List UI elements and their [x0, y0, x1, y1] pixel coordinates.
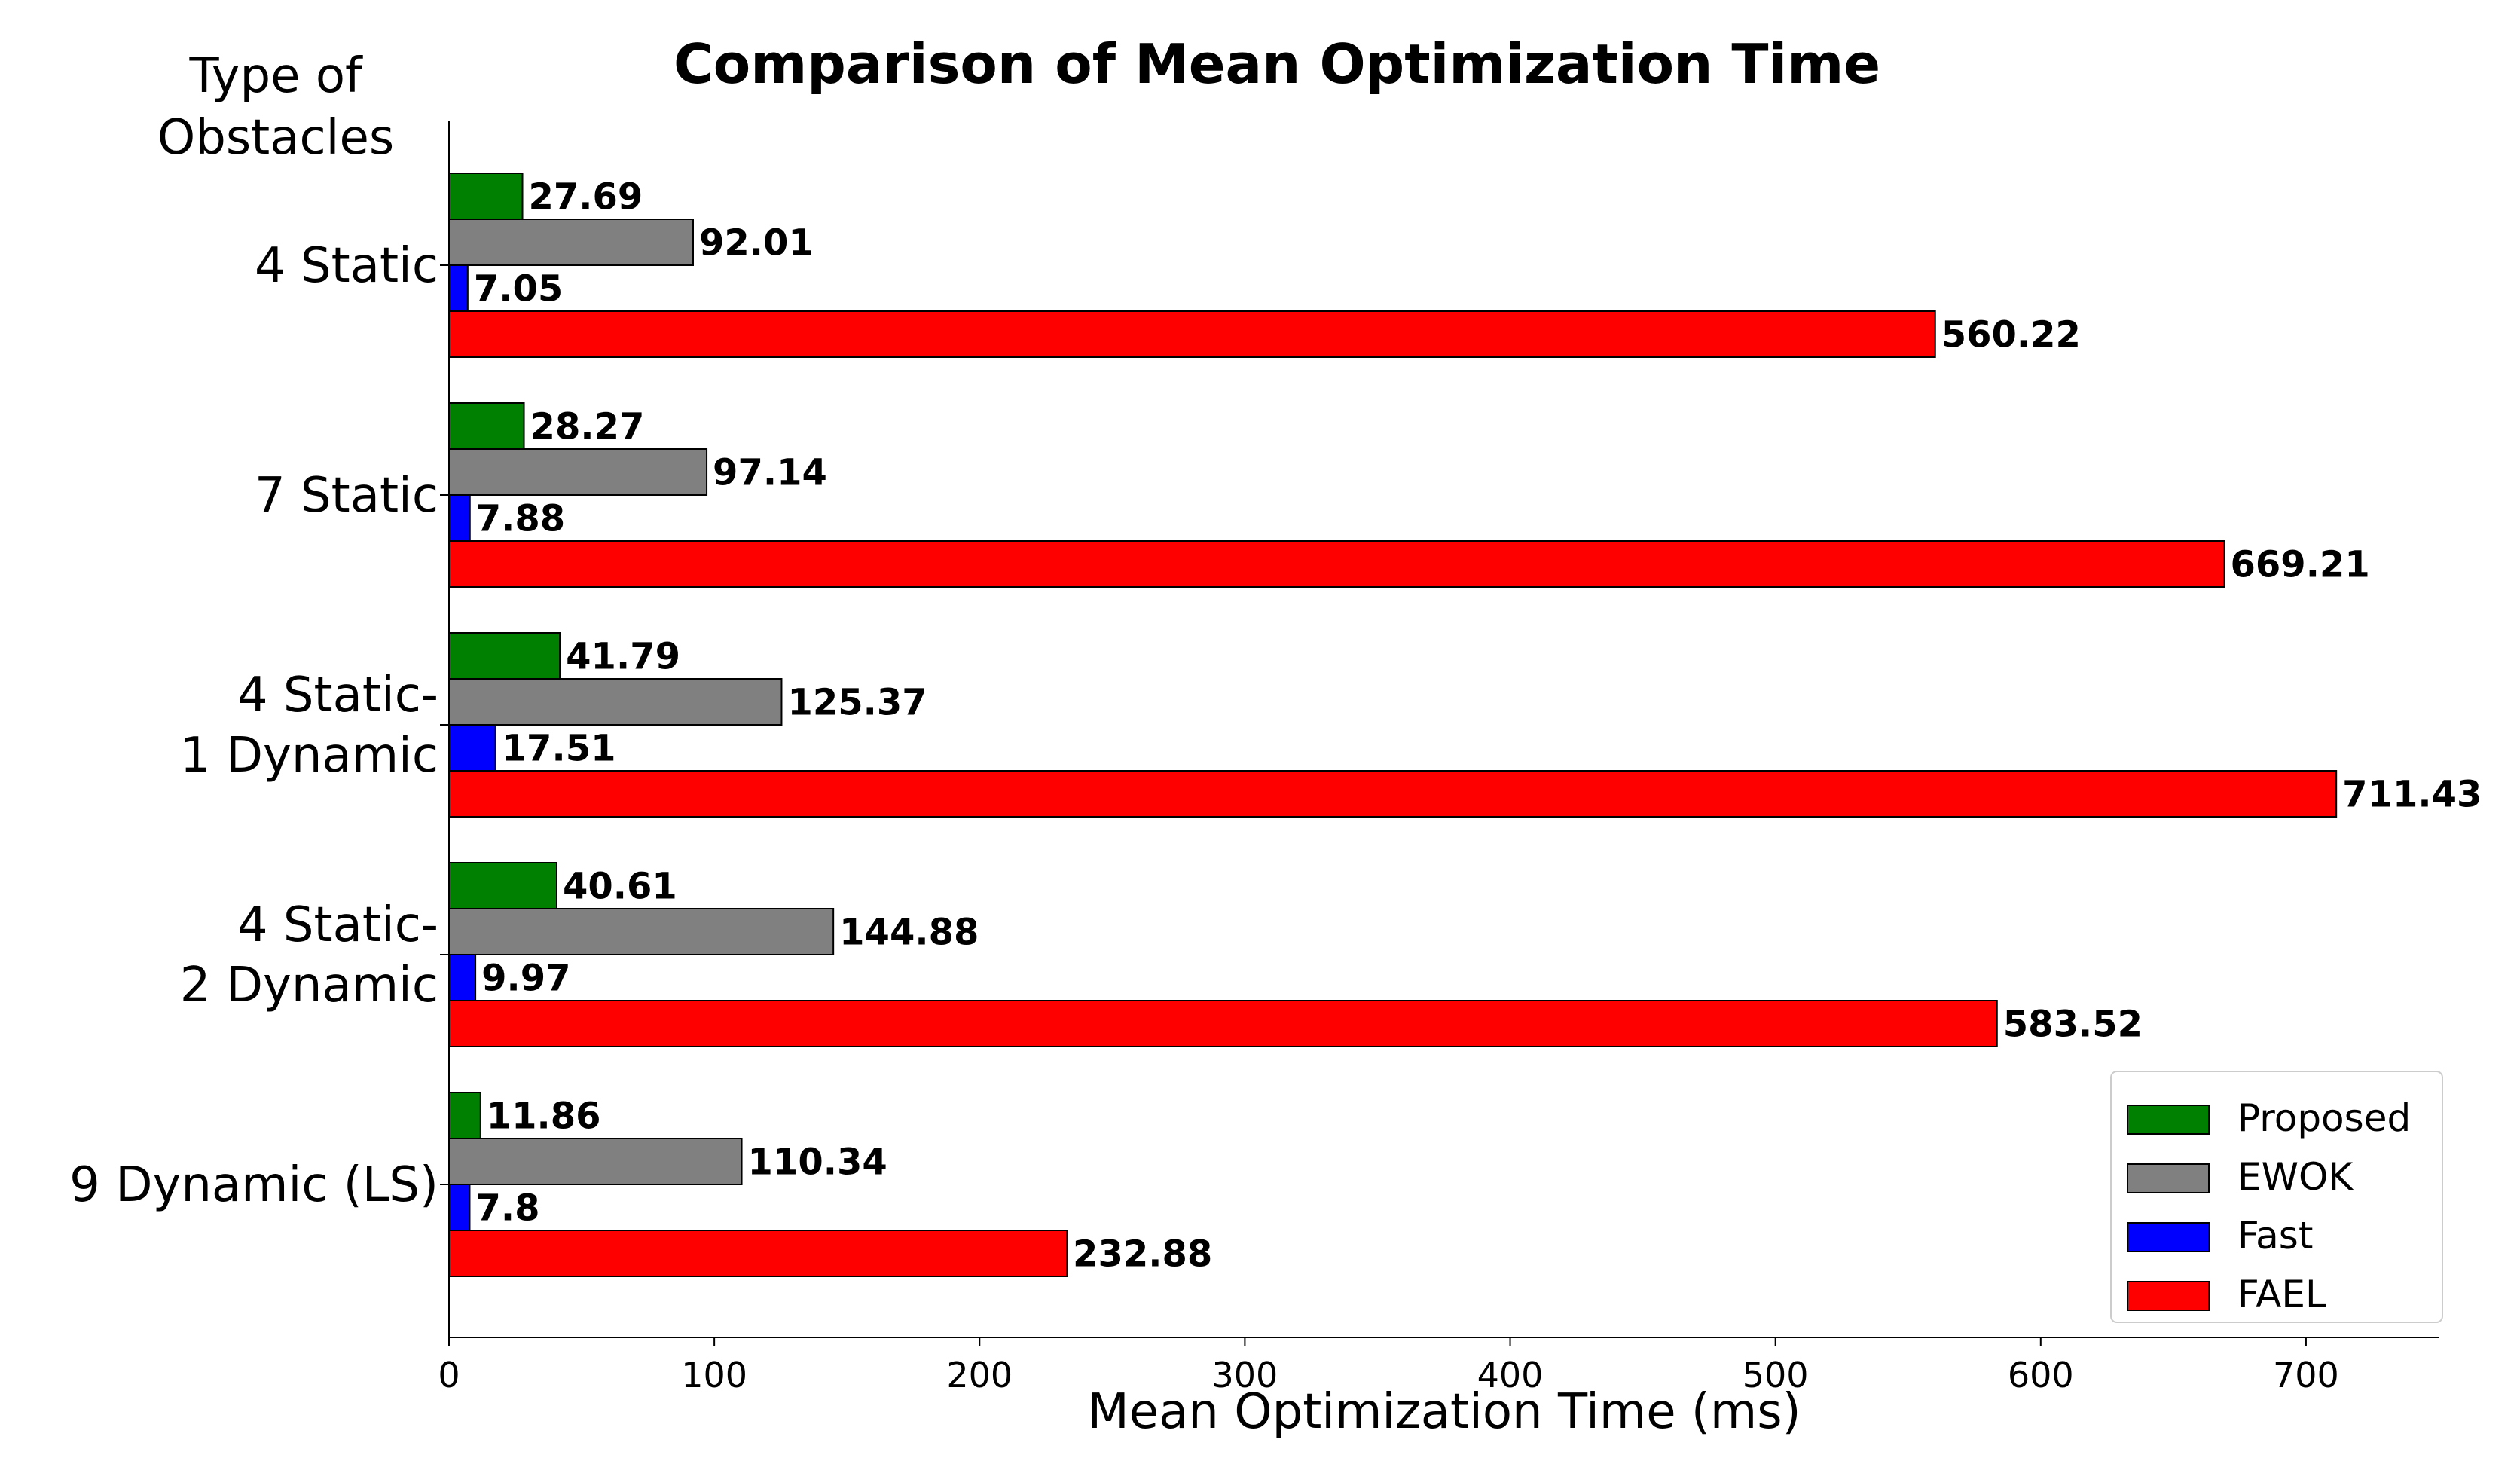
value-label-fael-4: 232.88	[1073, 1233, 1212, 1276]
bar-fast-0	[448, 264, 469, 312]
bar-fael-1	[448, 540, 2225, 588]
bar-fael-0	[448, 310, 1936, 358]
bar-proposed-2	[448, 632, 561, 680]
x-tick-label: 200	[946, 1355, 1013, 1395]
x-tick-label: 0	[438, 1355, 460, 1395]
legend-label-ewok: EWOK	[2237, 1155, 2354, 1199]
bar-proposed-3	[448, 862, 558, 909]
value-label-proposed-4: 11.86	[487, 1096, 601, 1138]
category-label: 1 Dynamic	[180, 728, 438, 784]
bar-proposed-0	[448, 173, 524, 220]
y-axis-title: Type of Obstacles	[157, 48, 394, 166]
value-label-ewok-0: 92.01	[699, 222, 814, 264]
bar-fael-4	[448, 1230, 1068, 1277]
y-axis-title-line: Type of	[188, 48, 363, 104]
bar-fast-4	[448, 1184, 471, 1231]
category-label: 2 Dynamic	[180, 958, 438, 1013]
legend-swatch-proposed	[2127, 1105, 2210, 1135]
bar-fael-3	[448, 1000, 1998, 1047]
value-label-fast-0: 7.05	[474, 268, 563, 310]
legend-swatch-fael	[2127, 1281, 2210, 1311]
category-label: 4 Static	[255, 238, 438, 294]
bars	[448, 173, 2338, 1277]
value-label-ewok-3: 144.88	[839, 912, 979, 954]
legend-label-fast: Fast	[2237, 1214, 2313, 1258]
value-label-fael-1: 669.21	[2231, 544, 2370, 586]
bar-proposed-1	[448, 402, 525, 450]
x-tick-label: 100	[681, 1355, 747, 1395]
value-label-fast-2: 17.51	[502, 728, 616, 770]
bar-ewok-0	[448, 219, 694, 266]
value-label-proposed-3: 40.61	[563, 866, 677, 908]
value-label-fast-3: 9.97	[481, 958, 570, 1000]
y-axis-title-line: Obstacles	[157, 110, 394, 166]
x-tick-label: 400	[1477, 1355, 1544, 1395]
value-label-ewok-4: 110.34	[748, 1141, 887, 1184]
chart-title: Comparison of Mean Optimization Time	[674, 32, 1880, 96]
category-label: 4 Static-	[237, 897, 438, 953]
legend-label-proposed: Proposed	[2237, 1096, 2411, 1140]
value-label-ewok-2: 125.37	[787, 682, 927, 724]
x-tick-label: 600	[2008, 1355, 2074, 1395]
bar-ewok-4	[448, 1138, 743, 1185]
bar-ewok-3	[448, 908, 835, 955]
category-label: 4 Static-	[237, 668, 438, 723]
value-label-fast-4: 7.8	[475, 1187, 539, 1230]
legend: Proposed EWOK Fast FAEL	[2110, 1071, 2443, 1323]
x-axis-title: Mean Optimization Time (ms)	[1087, 1384, 1801, 1440]
value-label-proposed-0: 27.69	[529, 176, 643, 219]
value-label-proposed-2: 41.79	[566, 636, 680, 678]
x-tick-label: 300	[1211, 1355, 1278, 1395]
legend-swatch-fast	[2127, 1222, 2210, 1252]
value-label-fael-0: 560.22	[1941, 314, 2081, 356]
value-labels: 27.69 92.01 7.05 560.22 28.27 97.14 7.88 669.21…	[474, 176, 2482, 1276]
x-tick-label: 700	[2273, 1355, 2339, 1395]
bar-fael-2	[448, 770, 2338, 818]
legend-swatch-ewok	[2127, 1163, 2210, 1193]
bar-ewok-1	[448, 448, 708, 496]
legend-label-fael: FAEL	[2237, 1273, 2326, 1316]
bar-fast-2	[448, 724, 496, 772]
value-label-fael-2: 711.43	[2342, 774, 2482, 816]
bar-fast-3	[448, 954, 477, 1001]
bar-ewok-2	[448, 678, 783, 726]
value-label-proposed-1: 28.27	[530, 406, 645, 448]
value-label-fast-1: 7.88	[476, 498, 565, 540]
x-tick-label: 500	[1743, 1355, 1809, 1395]
bar-fast-1	[448, 494, 471, 542]
bar-proposed-4	[448, 1092, 481, 1139]
category-label: 9 Dynamic (LS)	[69, 1157, 438, 1213]
value-label-ewok-1: 97.14	[713, 452, 827, 494]
x-ticks: 0 100 200 300 400 500 600 700	[438, 1337, 2339, 1395]
value-label-fael-3: 583.52	[2003, 1004, 2143, 1046]
category-label: 7 Static	[255, 468, 438, 524]
